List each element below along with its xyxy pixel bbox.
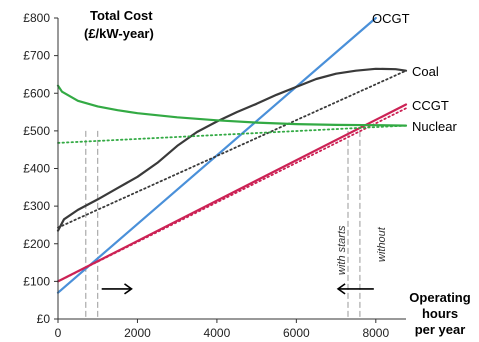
x-tick-label: 2000 xyxy=(124,326,151,340)
series-line-coal xyxy=(56,67,408,232)
y-ticks: £0 £100 £200 £300 £400 £500 £600 £700 £800 xyxy=(23,11,58,326)
series-line-ocgt xyxy=(56,16,377,294)
series-label-nuclear: Nuclear xyxy=(412,119,457,134)
y-tick-label: £200 xyxy=(23,237,50,251)
arrow-head xyxy=(124,283,133,295)
x-tick-label: 8000 xyxy=(362,326,389,340)
x-ticks: 0 2000 4000 6000 8000 xyxy=(55,319,389,340)
series-label-ocgt: OCGT xyxy=(372,11,410,26)
y-tick-label: £300 xyxy=(23,199,50,213)
series-line-dotted xyxy=(57,107,407,283)
series-lines xyxy=(56,16,408,294)
series-line-dotted xyxy=(57,124,407,144)
x-axis-label-line1: Operating xyxy=(409,290,470,305)
x-tick-label: 4000 xyxy=(204,326,231,340)
arrow-head xyxy=(336,283,346,295)
x-axis-label-line3: per year xyxy=(415,322,466,337)
annotation-with-starts: with starts xyxy=(336,225,348,275)
y-tick-label: £700 xyxy=(23,49,50,63)
axes xyxy=(57,18,406,320)
x-tick-label: 0 xyxy=(55,326,62,340)
series-label-coal: Coal xyxy=(412,64,439,79)
reference-lines xyxy=(85,130,361,319)
y-tick-label: £100 xyxy=(23,274,50,288)
annotation-without: without xyxy=(376,226,388,262)
chart-title: Total Cost xyxy=(90,8,153,23)
series-line-dotted xyxy=(57,69,407,229)
series-label-ccgt: CCGT xyxy=(412,98,449,113)
y-tick-label: £500 xyxy=(23,124,50,138)
x-axis-label-line2: hours xyxy=(422,306,458,321)
y-tick-label: £800 xyxy=(23,11,50,25)
y-tick-label: £600 xyxy=(23,86,50,100)
y-tick-label: £0 xyxy=(37,312,51,326)
x-tick-label: 6000 xyxy=(283,326,310,340)
series-line-nuclear xyxy=(56,84,408,127)
direction-arrows xyxy=(101,283,374,295)
chart-subtitle: (£/kW-year) xyxy=(84,26,154,41)
y-tick-label: £400 xyxy=(23,162,50,176)
